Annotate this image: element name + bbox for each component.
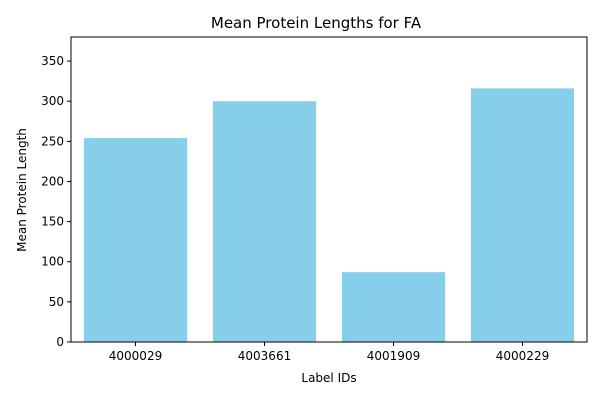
- bar-4003661: [212, 101, 317, 343]
- y-axis-ticks: 0 50 100 150 200 250 300 350: [41, 54, 71, 349]
- y-tick-label-100: 100: [41, 255, 64, 269]
- y-tick-label-200: 200: [41, 174, 64, 188]
- y-tick-label-0: 0: [56, 335, 64, 349]
- bars-layer: [83, 88, 575, 343]
- x-axis-label: Label IDs: [301, 371, 356, 385]
- y-axis-label: Mean Protein Length: [15, 128, 29, 252]
- x-tick-label-4003661: 4003661: [238, 349, 291, 363]
- y-tick-label-250: 250: [41, 134, 64, 148]
- x-tick-label-4000229: 4000229: [496, 349, 549, 363]
- bar-4000029: [83, 138, 188, 342]
- x-tick-label-4001909: 4001909: [367, 349, 420, 363]
- y-tick-label-150: 150: [41, 215, 64, 229]
- bar-4000229: [470, 88, 575, 343]
- y-tick-label-50: 50: [49, 295, 64, 309]
- plot-frame: [70, 36, 588, 343]
- chart-title: Mean Protein Lengths for FA: [211, 14, 422, 32]
- bar-4001909: [341, 272, 446, 342]
- x-axis-ticks: 4000029 4003661 4001909 4000229: [109, 342, 549, 363]
- y-tick-label-350: 350: [41, 54, 64, 68]
- x-tick-label-4000029: 4000029: [109, 349, 162, 363]
- y-tick-label-300: 300: [41, 94, 64, 108]
